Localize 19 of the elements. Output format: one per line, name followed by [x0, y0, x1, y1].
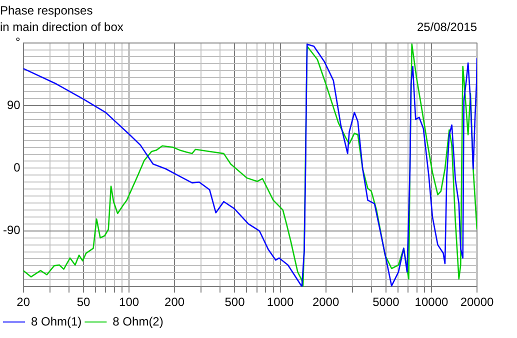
x-tick-label: 500 — [224, 295, 246, 310]
y-tick-label: 0 — [14, 160, 21, 174]
x-tick-label: 1000 — [266, 295, 294, 310]
y-tick-label: 90 — [6, 98, 21, 112]
x-tick-label: 50 — [76, 295, 91, 310]
x-tick-label: 100 — [119, 295, 140, 310]
x-tick-label: 5000 — [372, 295, 400, 310]
legend-label: 8 Ohm(1) — [31, 314, 82, 328]
y-tick-label: ° — [16, 35, 21, 50]
x-tick-label: 10000 — [414, 295, 448, 310]
y-tick-label: -90 — [3, 223, 21, 238]
x-tick-label: 200 — [164, 295, 185, 310]
x-tick-label: 20000 — [460, 295, 494, 310]
x-tick-label: 2000 — [312, 295, 340, 310]
chart-title: Phase responses — [0, 4, 93, 18]
legend-label: 8 Ohm(2) — [112, 314, 164, 328]
x-tick-label: 20 — [16, 295, 30, 310]
chart-subtitle: in main direction of box — [0, 20, 124, 34]
text: 25/08/2015 — [416, 20, 478, 34]
